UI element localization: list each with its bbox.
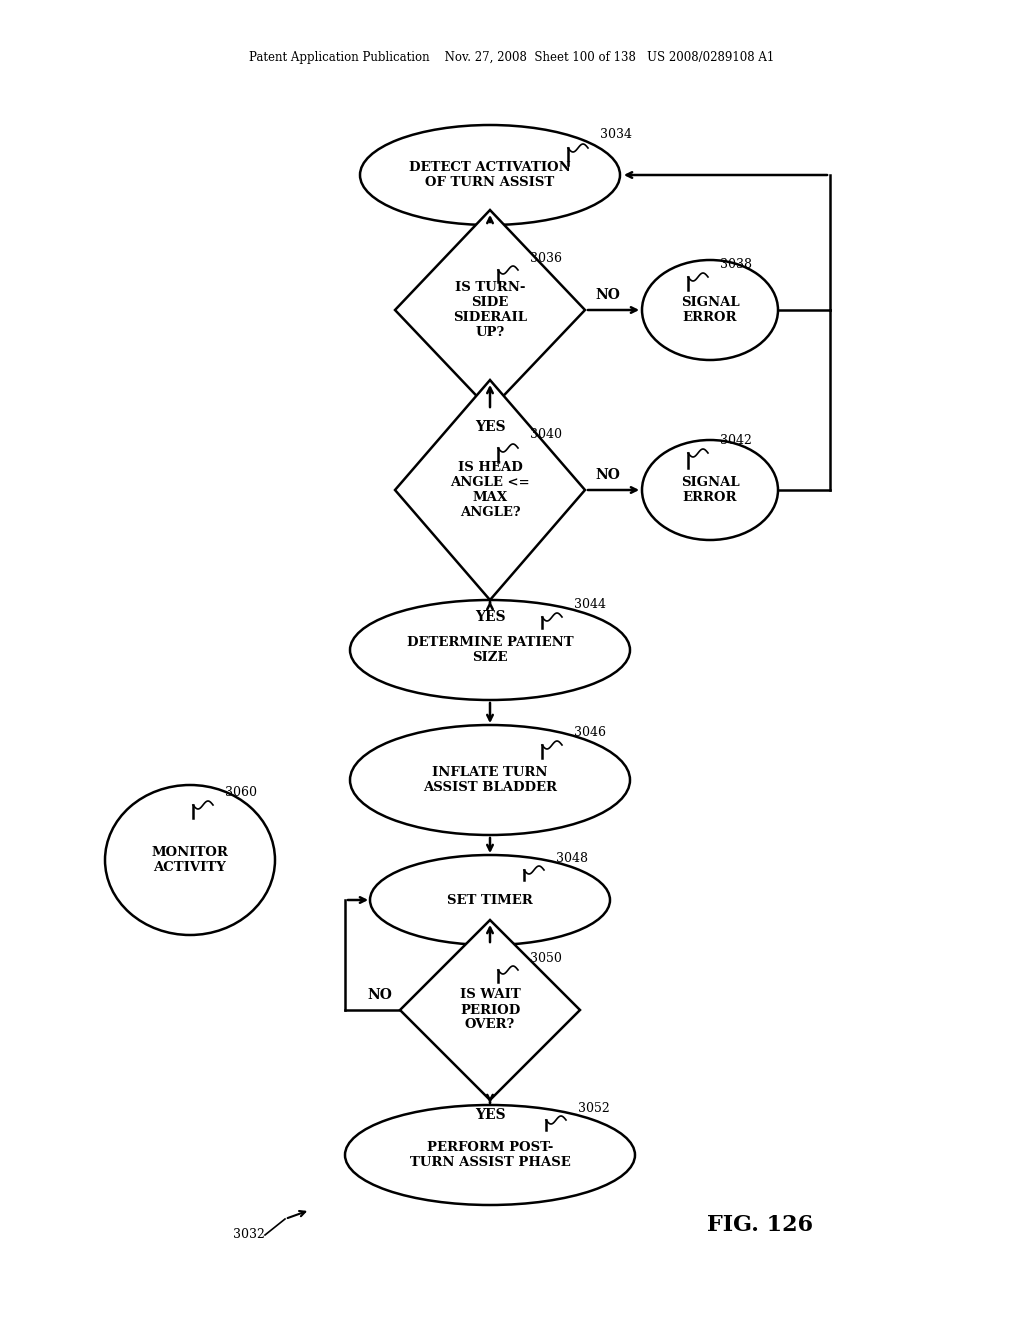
Ellipse shape [345, 1105, 635, 1205]
Text: FIG. 126: FIG. 126 [707, 1214, 813, 1236]
Text: 3048: 3048 [556, 851, 588, 865]
Text: IS WAIT
PERIOD
OVER?: IS WAIT PERIOD OVER? [460, 989, 520, 1031]
Text: 3052: 3052 [578, 1101, 609, 1114]
Text: 3060: 3060 [225, 787, 257, 800]
Text: SIGNAL
ERROR: SIGNAL ERROR [681, 296, 739, 323]
Ellipse shape [642, 260, 778, 360]
Text: NO: NO [368, 987, 392, 1002]
Ellipse shape [360, 125, 620, 224]
Text: 3050: 3050 [530, 952, 562, 965]
Text: DETECT ACTIVATION
OF TURN ASSIST: DETECT ACTIVATION OF TURN ASSIST [410, 161, 570, 189]
Text: 3036: 3036 [530, 252, 562, 264]
Ellipse shape [350, 725, 630, 836]
Polygon shape [395, 380, 585, 601]
Text: DETERMINE PATIENT
SIZE: DETERMINE PATIENT SIZE [407, 636, 573, 664]
Text: 3046: 3046 [574, 726, 606, 739]
Text: YES: YES [475, 420, 505, 434]
Text: PERFORM POST-
TURN ASSIST PHASE: PERFORM POST- TURN ASSIST PHASE [410, 1140, 570, 1170]
Text: 3038: 3038 [720, 259, 752, 272]
Text: 3044: 3044 [574, 598, 606, 611]
Text: 3034: 3034 [600, 128, 632, 141]
Text: SIGNAL
ERROR: SIGNAL ERROR [681, 477, 739, 504]
Text: 3042: 3042 [720, 434, 752, 447]
Text: NO: NO [595, 469, 620, 482]
Text: YES: YES [475, 610, 505, 624]
Polygon shape [395, 210, 585, 411]
Ellipse shape [370, 855, 610, 945]
Ellipse shape [350, 601, 630, 700]
Ellipse shape [105, 785, 275, 935]
Polygon shape [400, 920, 580, 1100]
Text: 3032: 3032 [233, 1229, 265, 1242]
Text: IS HEAD
ANGLE <=
MAX
ANGLE?: IS HEAD ANGLE <= MAX ANGLE? [451, 461, 529, 519]
Text: Patent Application Publication    Nov. 27, 2008  Sheet 100 of 138   US 2008/0289: Patent Application Publication Nov. 27, … [250, 51, 774, 65]
Text: YES: YES [475, 1107, 505, 1122]
Ellipse shape [642, 440, 778, 540]
Text: NO: NO [595, 288, 620, 302]
Text: 3040: 3040 [530, 429, 562, 441]
Text: MONITOR
ACTIVITY: MONITOR ACTIVITY [152, 846, 228, 874]
Text: INFLATE TURN
ASSIST BLADDER: INFLATE TURN ASSIST BLADDER [423, 766, 557, 795]
Text: SET TIMER: SET TIMER [447, 894, 532, 907]
Text: IS TURN-
SIDE
SIDERAIL
UP?: IS TURN- SIDE SIDERAIL UP? [453, 281, 527, 339]
